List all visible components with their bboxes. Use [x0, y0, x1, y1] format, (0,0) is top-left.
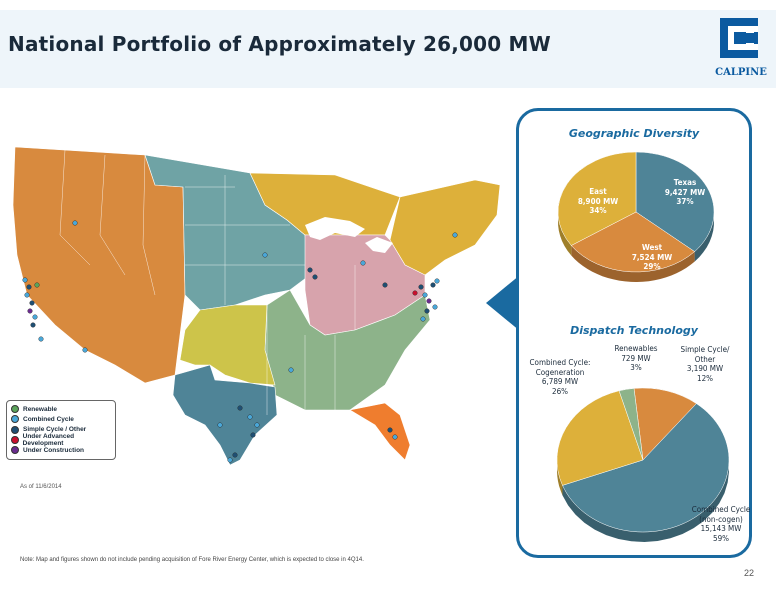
geo-label-texas: Texas 9,427 MW 37%	[664, 178, 706, 206]
legend-item-renewable: Renewable	[11, 404, 111, 414]
legend-item-simple-cycle: Simple Cycle / Other	[11, 425, 111, 435]
geo-label-west: West 7,524 MW 29%	[631, 243, 673, 271]
page-title: National Portfolio of Approximately 26,0…	[8, 32, 551, 56]
region-florida	[349, 402, 411, 461]
dispatch-label-cogeneration: Combined Cycle: Cogeneration 6,789 MW 26…	[529, 358, 591, 396]
map-legend: Renewable Combined Cycle Simple Cycle / …	[6, 400, 116, 460]
legend-dot	[11, 425, 19, 434]
footnote: Note: Map and figures shown do not inclu…	[20, 557, 364, 563]
us-map	[12, 146, 501, 466]
dispatch-label-combined-cycle: Combined Cycle (non-cogen) 15,143 MW 59%	[691, 505, 751, 543]
region-northeast	[389, 179, 501, 276]
legend-dot	[11, 415, 19, 424]
logo-text: CALPINE	[715, 67, 767, 78]
plant-markers	[22, 220, 458, 463]
page-number: 22	[744, 568, 755, 578]
great-lakes	[305, 217, 393, 253]
dispatch-label-simple-cycle: Simple Cycle/ Other 3,190 MW 12%	[680, 345, 730, 383]
legend-item-advanced-development: Under Advanced Development	[11, 433, 111, 447]
geographic-diversity-title: Geographic Diversity	[568, 127, 700, 140]
panel-pointer-arrow	[486, 275, 520, 331]
legend-item-under-construction: Under Construction	[11, 445, 111, 455]
geo-label-east: East 8,900 MW 34%	[577, 187, 619, 215]
calpine-logo	[720, 18, 758, 58]
region-texas	[172, 364, 278, 466]
header-band	[0, 10, 776, 88]
legend-dot	[11, 436, 19, 445]
dispatch-label-renewables: Renewables 729 MW 3%	[614, 344, 658, 372]
legend-item-combined-cycle: Combined Cycle	[11, 414, 111, 424]
as-of-date: As of 11/6/2014	[20, 484, 62, 490]
region-ok	[179, 304, 276, 386]
legend-dot	[11, 405, 19, 414]
legend-dot	[11, 446, 19, 455]
dispatch-technology-title: Dispatch Technology	[570, 324, 698, 337]
